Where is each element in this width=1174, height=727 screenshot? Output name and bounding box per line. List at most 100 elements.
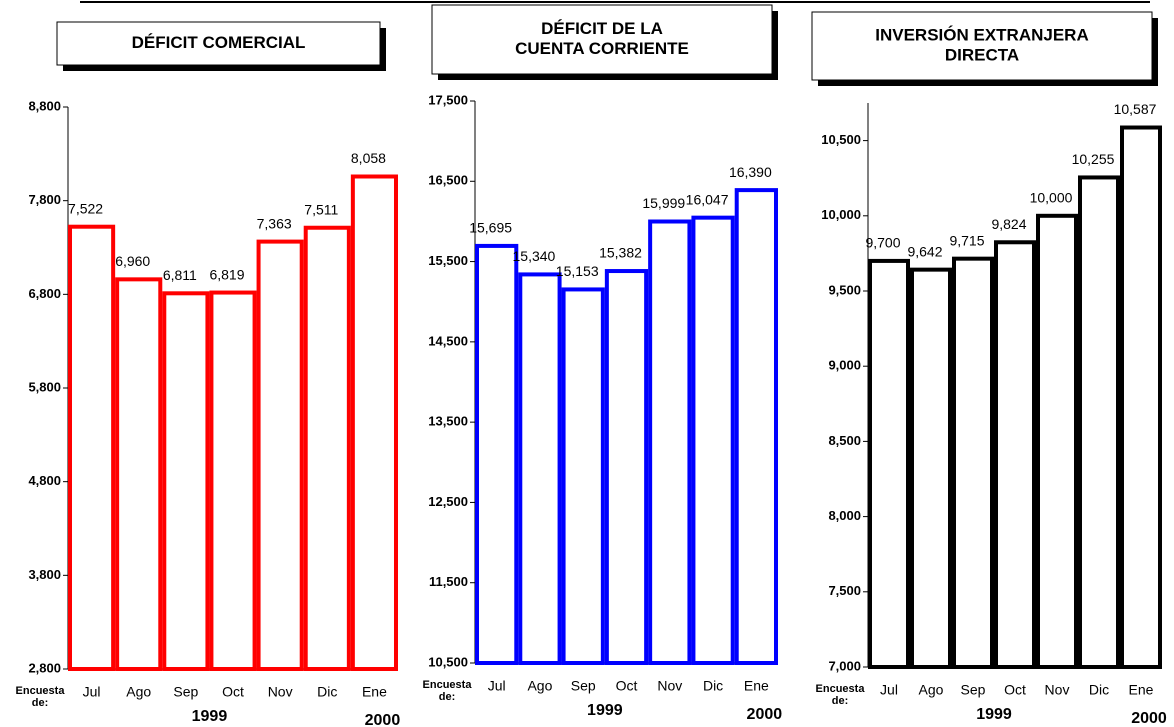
y-tick-label: 4,800	[28, 473, 61, 488]
bar	[350, 174, 399, 671]
bar	[1036, 213, 1078, 670]
bar	[1078, 175, 1120, 669]
value-label: 9,642	[907, 243, 942, 259]
value-label: 10,000	[1030, 190, 1073, 206]
bar	[561, 287, 605, 665]
bar	[256, 239, 304, 671]
title-box	[811, 11, 1153, 81]
x-tick-label: Dic	[1089, 682, 1109, 698]
bar	[994, 240, 1036, 670]
y-tick-label: 16,500	[428, 173, 468, 188]
bar	[734, 188, 779, 665]
bar	[910, 267, 952, 669]
bar	[475, 243, 519, 665]
title-box	[431, 4, 773, 75]
y-tick-label: 9,500	[828, 282, 861, 297]
period-label: 1999	[976, 706, 1012, 723]
x-axis-label: de:	[439, 691, 456, 703]
x-tick-label: Ene	[1129, 682, 1154, 698]
x-tick-label: Ago	[527, 678, 552, 694]
value-label: 7,511	[304, 201, 338, 217]
x-tick-label: Dic	[703, 678, 723, 694]
y-tick-label: 8,500	[828, 433, 861, 448]
x-tick-label: Sep	[961, 682, 986, 698]
y-tick-label: 5,800	[28, 379, 61, 394]
x-tick-label: Ago	[919, 682, 944, 698]
x-axis-label: Encuesta	[423, 679, 473, 691]
y-tick-label: 8,000	[828, 508, 861, 523]
chart-title: DÉFICIT DE LA	[541, 19, 663, 38]
x-tick-label: Nov	[268, 684, 293, 700]
x-tick-label: Oct	[616, 678, 638, 694]
y-tick-label: 11,500	[429, 574, 468, 589]
value-label: 10,587	[1114, 101, 1157, 117]
value-label: 16,047	[686, 191, 729, 207]
value-label: 6,811	[163, 267, 197, 283]
x-tick-label: Jul	[488, 678, 506, 694]
period-label: 1999	[192, 708, 228, 725]
value-label: 8,058	[351, 150, 386, 166]
value-label: 15,340	[513, 248, 556, 264]
title-box	[56, 21, 381, 66]
bar	[115, 277, 163, 671]
value-label: 15,695	[469, 220, 512, 236]
x-tick-label: Dic	[317, 684, 337, 700]
chart-title: INVERSIÓN EXTRANJERA	[875, 25, 1088, 44]
y-tick-label: 12,500	[428, 494, 468, 509]
x-tick-label: Ene	[744, 678, 769, 694]
bar	[68, 224, 116, 671]
x-axis-label: Encuesta	[16, 685, 66, 697]
bar	[648, 219, 692, 665]
y-tick-label: 14,500	[428, 333, 468, 348]
x-tick-label: Nov	[1045, 682, 1070, 698]
chart-title: CUENTA CORRIENTE	[515, 39, 689, 58]
value-label: 15,999	[642, 195, 685, 211]
bar	[952, 256, 994, 669]
x-tick-label: Ene	[362, 684, 387, 700]
value-label: 9,700	[865, 235, 900, 251]
period-label: 2000	[365, 712, 401, 727]
x-tick-label: Sep	[173, 684, 198, 700]
y-tick-label: 10,500	[821, 132, 861, 147]
bar	[1120, 125, 1162, 669]
bar	[868, 258, 910, 669]
y-tick-label: 7,800	[28, 192, 61, 207]
value-label: 15,382	[599, 245, 642, 261]
value-label: 7,522	[68, 200, 103, 216]
chart-title: DIRECTA	[945, 45, 1019, 64]
period-label: 2000	[747, 706, 783, 723]
value-label: 15,153	[556, 263, 599, 279]
bar	[691, 215, 735, 665]
chart-title: DÉFICIT COMERCIAL	[132, 33, 306, 52]
y-tick-label: 17,500	[428, 92, 468, 107]
x-tick-label: Nov	[657, 678, 682, 694]
period-label: 2000	[1131, 710, 1167, 727]
period-label: 1999	[587, 702, 623, 719]
bar	[604, 269, 649, 665]
y-tick-label: 13,500	[428, 414, 468, 429]
value-label: 16,390	[729, 164, 772, 180]
x-tick-label: Sep	[571, 678, 596, 694]
value-label: 9,715	[949, 232, 984, 248]
y-tick-label: 7,500	[828, 583, 861, 598]
bar	[162, 291, 210, 671]
y-tick-label: 6,800	[28, 286, 61, 301]
x-tick-label: Oct	[1004, 682, 1026, 698]
y-tick-label: 10,500	[428, 654, 468, 669]
x-axis-label: de:	[32, 697, 49, 709]
y-tick-label: 8,800	[28, 98, 61, 113]
value-label: 9,824	[991, 216, 1026, 232]
x-axis-label: de:	[832, 695, 849, 707]
x-tick-label: Jul	[880, 682, 898, 698]
y-tick-label: 7,000	[828, 658, 861, 673]
y-tick-label: 3,800	[28, 567, 61, 582]
value-label: 6,960	[115, 253, 150, 269]
x-tick-label: Oct	[222, 684, 244, 700]
value-label: 6,819	[209, 266, 244, 282]
bar	[303, 225, 351, 671]
x-axis-label: Encuesta	[816, 683, 866, 695]
y-tick-label: 10,000	[821, 207, 861, 222]
bar	[209, 290, 257, 671]
bar	[518, 272, 562, 665]
